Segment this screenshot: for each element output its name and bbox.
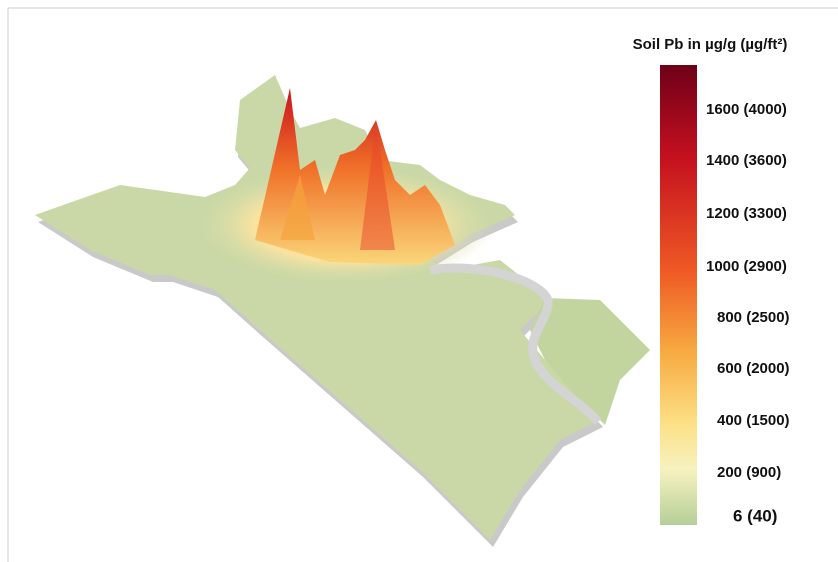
legend-labels: 1600 (4000) 1400 (3600) 1200 (3300) 1000… <box>706 101 790 526</box>
legend-label: 400 (1500) <box>717 412 790 429</box>
legend-label: 1000 (2900) <box>706 258 787 275</box>
map-figure: Soil Pb in µg/g (µg/ft²) 1600 (4000) 140… <box>0 0 838 562</box>
map-land <box>35 75 600 540</box>
colorbar <box>660 65 697 525</box>
legend-label: 1600 (4000) <box>706 101 787 118</box>
legend-label: 1400 (3600) <box>706 152 787 169</box>
city-map <box>35 75 650 547</box>
legend-label: 1200 (3300) <box>706 205 787 222</box>
legend-label: 200 (900) <box>717 464 781 481</box>
page: Soil Pb in µg/g (µg/ft²) 1600 (4000) 140… <box>0 0 838 562</box>
legend-title: Soil Pb in µg/g (µg/ft²) <box>633 36 788 53</box>
legend-label: 6 (40) <box>733 506 777 525</box>
legend-label: 800 (2500) <box>717 309 790 326</box>
legend-label: 600 (2000) <box>717 360 790 377</box>
